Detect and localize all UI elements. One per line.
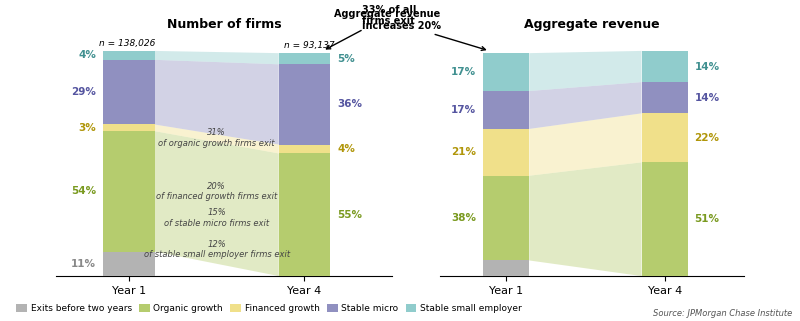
Bar — [483, 129, 530, 176]
Text: 17%: 17% — [451, 105, 476, 115]
Bar — [103, 131, 154, 252]
Bar — [103, 51, 154, 60]
Text: 14%: 14% — [694, 93, 719, 103]
Polygon shape — [530, 82, 642, 129]
Text: 22%: 22% — [694, 133, 719, 143]
Text: 3%: 3% — [78, 123, 96, 133]
Text: Source: JPMorgan Chase Institute: Source: JPMorgan Chase Institute — [653, 309, 792, 318]
Text: n = 138,026: n = 138,026 — [99, 39, 155, 48]
Title: Aggregate revenue: Aggregate revenue — [524, 18, 660, 31]
Legend: Exits before two years, Organic growth, Financed growth, Stable micro, Stable sm: Exits before two years, Organic growth, … — [13, 300, 526, 317]
Title: Number of firms: Number of firms — [166, 18, 282, 31]
Text: 38%: 38% — [451, 213, 476, 223]
Polygon shape — [530, 113, 642, 176]
Text: 4%: 4% — [78, 50, 96, 60]
Polygon shape — [154, 131, 278, 276]
Text: 14%: 14% — [694, 62, 719, 72]
Text: 33% of all
firms exit: 33% of all firms exit — [326, 5, 417, 49]
Text: 11%: 11% — [71, 259, 96, 269]
Text: n = 93,137: n = 93,137 — [284, 41, 334, 50]
Text: 31%
of organic growth firms exit: 31% of organic growth firms exit — [158, 128, 275, 148]
Bar — [278, 153, 330, 276]
Text: 21%: 21% — [451, 147, 476, 157]
Polygon shape — [154, 125, 278, 153]
Bar — [483, 53, 530, 91]
Text: 55%: 55% — [338, 210, 362, 220]
Bar — [278, 53, 330, 64]
Polygon shape — [154, 60, 278, 144]
Polygon shape — [530, 162, 642, 276]
Bar — [278, 64, 330, 144]
Text: 51%: 51% — [694, 214, 719, 224]
Text: Aggregate revenue
increases 20%: Aggregate revenue increases 20% — [334, 9, 486, 50]
Text: 20%
of financed growth firms exit: 20% of financed growth firms exit — [156, 182, 278, 201]
Bar — [483, 260, 530, 276]
Bar — [483, 91, 530, 129]
Bar — [278, 144, 330, 153]
Polygon shape — [154, 51, 278, 64]
Bar — [642, 113, 688, 162]
Bar — [642, 51, 688, 82]
Bar — [642, 162, 688, 276]
Text: 15%
of stable micro firms exit: 15% of stable micro firms exit — [164, 208, 270, 228]
Text: 17%: 17% — [451, 67, 476, 77]
Text: 36%: 36% — [338, 100, 362, 109]
Polygon shape — [530, 51, 642, 91]
Bar — [103, 252, 154, 276]
Text: 4%: 4% — [338, 144, 355, 154]
Text: 5%: 5% — [338, 54, 355, 64]
Bar — [103, 60, 154, 125]
Bar — [642, 82, 688, 113]
Bar — [483, 176, 530, 260]
Bar — [103, 125, 154, 131]
Text: 29%: 29% — [71, 87, 96, 97]
Text: 54%: 54% — [71, 187, 96, 196]
Text: 12%
of stable small employer firms exit: 12% of stable small employer firms exit — [144, 239, 290, 259]
